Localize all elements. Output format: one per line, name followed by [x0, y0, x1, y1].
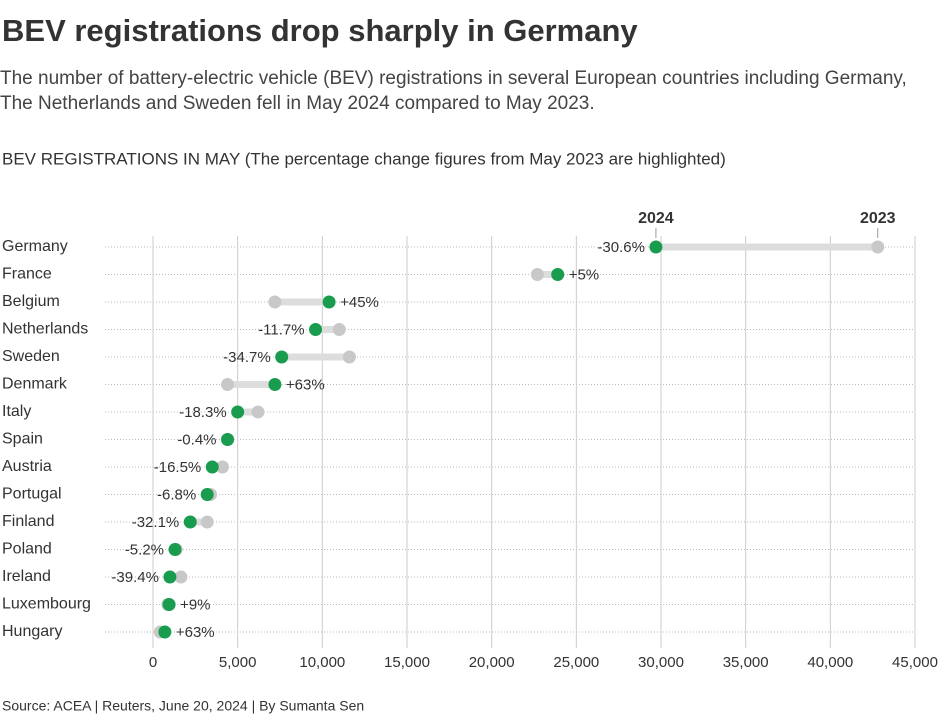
change-label: +63%: [176, 624, 215, 641]
x-tick-label: 40,000: [807, 654, 853, 671]
change-label: -39.4%: [111, 569, 159, 586]
category-label: Austria: [2, 458, 52, 475]
dot-2024: [231, 405, 245, 419]
change-label: -18.3%: [179, 404, 227, 421]
dot-2023: [215, 460, 229, 474]
category-label: France: [2, 266, 52, 283]
change-label: -32.1%: [132, 514, 180, 531]
category-label: Poland: [2, 541, 52, 558]
x-tick-label: 10,000: [299, 654, 345, 671]
change-label: -6.8%: [157, 486, 196, 503]
dot-2023: [332, 323, 346, 336]
legend-label: 2024: [638, 210, 674, 227]
change-label: -5.2%: [125, 541, 164, 558]
dot-2024: [200, 488, 214, 501]
dot-2024: [268, 378, 282, 391]
category-label: Hungary: [2, 623, 62, 640]
dot-2023: [174, 570, 188, 584]
change-label: -34.7%: [223, 349, 271, 366]
dot-2023: [251, 405, 265, 419]
dot-2024: [221, 433, 235, 446]
subtitle-box: The number of battery-electric vehicle (…: [0, 68, 907, 114]
category-label: Luxembourg: [2, 596, 91, 613]
change-label: -11.7%: [258, 321, 304, 338]
category-label: Spain: [2, 431, 43, 448]
x-tick-label: 15,000: [384, 654, 430, 671]
category-label: Italy: [2, 403, 31, 420]
category-label: Finland: [2, 513, 54, 530]
dot-2024: [205, 460, 219, 474]
change-label: -16.5%: [154, 459, 202, 476]
category-label: Sweden: [2, 348, 60, 365]
dot-2023: [342, 350, 356, 364]
dot-2024: [162, 598, 176, 611]
category-label: Ireland: [2, 568, 51, 585]
dot-2024: [309, 323, 323, 336]
category-label: Germany: [2, 238, 68, 255]
dot-2024: [275, 350, 289, 364]
change-label: -0.4%: [177, 431, 216, 448]
change-label: -30.6%: [597, 239, 645, 256]
dot-2024: [163, 570, 177, 584]
dot-2023: [871, 240, 885, 254]
category-label: Belgium: [2, 293, 60, 310]
x-tick-label: 5,000: [219, 654, 257, 671]
dot-2024: [168, 543, 182, 556]
x-tick-label: 30,000: [638, 654, 684, 671]
change-label: +63%: [286, 376, 325, 393]
dot-2024: [158, 625, 172, 639]
dot-2024: [649, 240, 663, 254]
change-label: +5%: [569, 266, 599, 283]
x-tick-label: 25,000: [553, 654, 599, 671]
chart-subtitle: The number of battery-electric vehicle (…: [0, 68, 907, 114]
source: Source: ACEA | Reuters, June 20, 2024 | …: [2, 698, 364, 714]
category-label: Portugal: [2, 486, 62, 503]
dot-2023: [530, 268, 544, 281]
dot-2023: [221, 378, 235, 391]
x-tick-label: 20,000: [469, 654, 515, 671]
dot-2023: [200, 515, 214, 529]
category-label: Netherlands: [2, 321, 88, 338]
category-label: Denmark: [2, 376, 68, 393]
axis-title: BEV REGISTRATIONS IN MAY (The percentage…: [2, 149, 726, 168]
chart-title: BEV registrations drop sharply in German…: [2, 13, 638, 48]
dot-2023: [268, 295, 282, 309]
x-tick-label: 0: [149, 654, 157, 671]
change-label: +9%: [180, 596, 210, 613]
dot-2024: [322, 295, 336, 309]
dot-2024: [551, 268, 565, 281]
x-tick-label: 35,000: [723, 654, 769, 671]
change-label: +45%: [340, 294, 379, 311]
dot-2024: [183, 515, 197, 529]
x-tick-label: 45,000: [892, 654, 938, 671]
legend-label: 2023: [860, 210, 896, 227]
